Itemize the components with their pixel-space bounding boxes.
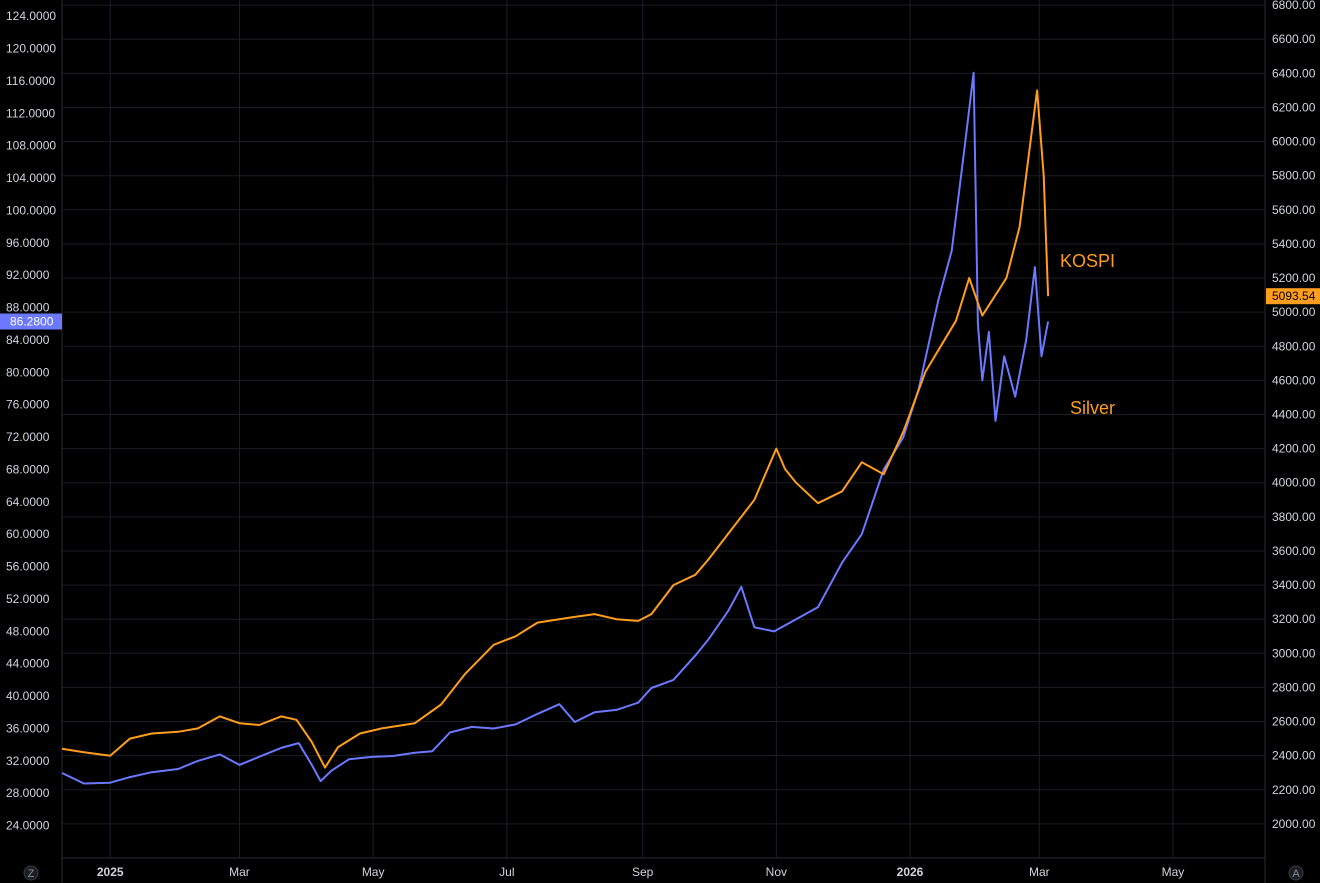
x-tick-label: Nov <box>766 865 787 879</box>
right-price-axis[interactable]: 2000.00 2200.00 2400.00 2600.00 2800.00 3000.… <box>1272 0 1316 831</box>
left-tick-label: 44.0000 <box>6 657 50 671</box>
x-tick-label: 2025 <box>97 865 124 879</box>
annotation-layer: KOSPI Silver <box>1060 251 1115 418</box>
left-tick-label: 76.0000 <box>6 398 50 412</box>
right-tick-label: 3600.00 <box>1272 544 1316 558</box>
right-tick-label: 2600.00 <box>1272 715 1316 729</box>
right-tick-label: 3400.00 <box>1272 578 1316 592</box>
left-tick-label: 80.0000 <box>6 365 50 379</box>
left-tick-label: 56.0000 <box>6 560 50 574</box>
right-tick-label: 6000.00 <box>1272 135 1316 149</box>
left-tick-label: 116.0000 <box>6 74 55 88</box>
x-tick-label: Mar <box>229 865 250 879</box>
badge-layer: 86.2800 5093.54 <box>0 288 1320 330</box>
right-tick-label: 4000.00 <box>1272 476 1316 490</box>
x-tick-label: Sep <box>632 865 654 879</box>
x-tick-label: 2026 <box>897 865 924 879</box>
silver-last-value-badge <box>0 313 62 330</box>
time-axis[interactable]: 2025 Mar May Jul Sep Nov 2026 Mar May <box>97 865 1184 879</box>
left-tick-label: 124.0000 <box>6 9 56 23</box>
left-tick-label: 24.0000 <box>6 819 50 833</box>
right-tick-label: 4600.00 <box>1272 373 1316 387</box>
right-tick-label: 6800.00 <box>1272 0 1316 12</box>
series-line-kospi <box>61 89 1050 769</box>
right-tick-label: 6200.00 <box>1272 100 1316 114</box>
silver-last-value-label: 86.2800 <box>10 315 54 329</box>
left-tick-label: 120.0000 <box>6 42 56 56</box>
left-corner-label: Z <box>28 868 35 880</box>
right-tick-label: 4800.00 <box>1272 339 1316 353</box>
annotation-kospi: KOSPI <box>1060 251 1115 271</box>
x-tick-label: Mar <box>1029 865 1050 879</box>
left-tick-label: 72.0000 <box>6 430 50 444</box>
left-tick-label: 68.0000 <box>6 462 50 476</box>
series-line-silver <box>61 71 1050 785</box>
left-tick-label: 60.0000 <box>6 527 50 541</box>
right-tick-label: 4200.00 <box>1272 442 1316 456</box>
right-tick-label: 4400.00 <box>1272 408 1316 422</box>
right-corner-button[interactable]: A <box>1288 865 1304 881</box>
left-tick-label: 36.0000 <box>6 721 50 735</box>
left-tick-label: 112.0000 <box>6 106 55 120</box>
right-tick-label: 5200.00 <box>1272 271 1316 285</box>
left-tick-label: 88.0000 <box>6 301 50 315</box>
kospi-last-value-badge <box>1266 288 1320 305</box>
right-tick-label: 5800.00 <box>1272 169 1316 183</box>
left-tick-label: 48.0000 <box>6 624 50 638</box>
left-tick-label: 92.0000 <box>6 268 50 282</box>
right-tick-label: 2200.00 <box>1272 783 1316 797</box>
right-tick-label: 2000.00 <box>1272 817 1316 831</box>
kospi-last-value-label: 5093.54 <box>1272 289 1316 303</box>
left-tick-label: 104.0000 <box>6 171 56 185</box>
right-tick-label: 3800.00 <box>1272 510 1316 524</box>
x-tick-label: May <box>362 865 385 879</box>
right-tick-label: 2800.00 <box>1272 680 1316 694</box>
left-corner-button[interactable]: Z <box>23 865 39 881</box>
right-tick-label: 5000.00 <box>1272 305 1316 319</box>
right-tick-label: 3200.00 <box>1272 612 1316 626</box>
left-tick-label: 64.0000 <box>6 495 50 509</box>
right-corner-label: A <box>1292 868 1300 880</box>
series-layer <box>61 71 1050 785</box>
left-price-axis[interactable]: 24.0000 28.0000 32.0000 36.0000 40.0000 44.00… <box>6 9 56 832</box>
left-tick-label: 40.0000 <box>6 689 50 703</box>
left-tick-label: 96.0000 <box>6 236 50 250</box>
left-tick-label: 52.0000 <box>6 592 50 606</box>
annotation-silver: Silver <box>1070 398 1115 418</box>
right-tick-label: 6600.00 <box>1272 32 1316 46</box>
right-tick-label: 2400.00 <box>1272 749 1316 763</box>
left-tick-label: 108.0000 <box>6 139 56 153</box>
left-tick-label: 32.0000 <box>6 754 50 768</box>
right-tick-label: 5600.00 <box>1272 203 1316 217</box>
right-tick-label: 5400.00 <box>1272 237 1316 251</box>
x-tick-label: May <box>1162 865 1185 879</box>
left-tick-label: 84.0000 <box>6 333 50 347</box>
x-tick-label: Jul <box>499 865 514 879</box>
right-tick-label: 6400.00 <box>1272 66 1316 80</box>
left-tick-label: 100.0000 <box>6 203 56 217</box>
right-tick-label: 3000.00 <box>1272 646 1316 660</box>
left-tick-label: 28.0000 <box>6 786 50 800</box>
